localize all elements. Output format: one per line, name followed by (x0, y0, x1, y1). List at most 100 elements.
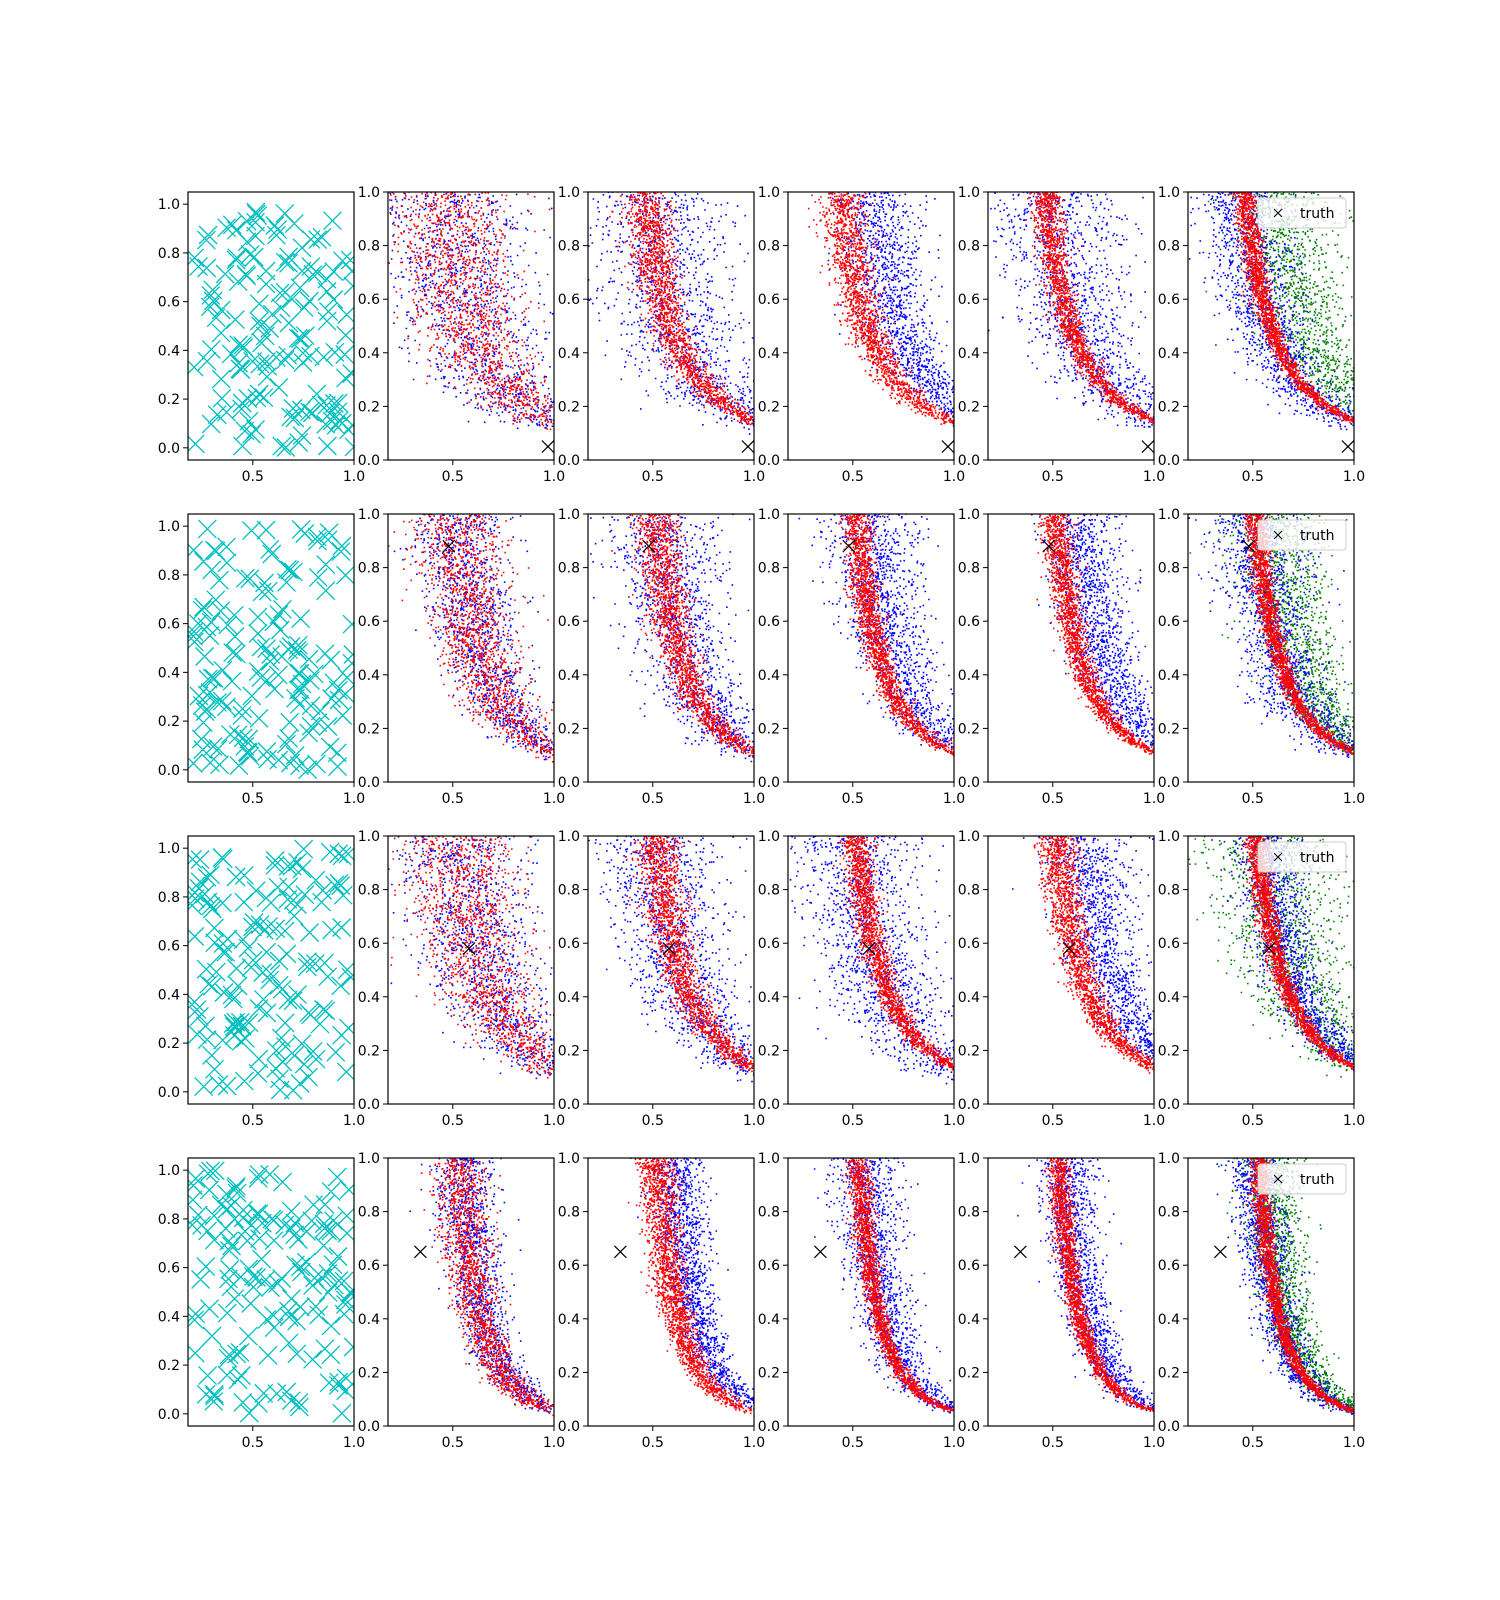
x-tick-label: 1.0 (1343, 469, 1365, 485)
x-tick-label: 0.5 (1042, 1435, 1064, 1451)
x-tick-label: 1.0 (343, 469, 365, 485)
x-tick-label: 0.5 (1242, 1113, 1264, 1129)
y-tick-label: 1.0 (558, 829, 580, 845)
y-tick-label: 0.4 (958, 990, 980, 1006)
y-tick-label: 0.4 (1158, 1312, 1180, 1328)
y-tick-label: 0.6 (1158, 614, 1180, 630)
y-tick-label: 1.0 (1158, 829, 1180, 845)
y-tick-label: 0.0 (358, 775, 380, 791)
y-tick-label: 0.2 (1158, 1365, 1180, 1381)
y-tick-label: 0.2 (158, 1358, 180, 1374)
y-tick-label: 0.8 (758, 883, 780, 899)
y-tick-label: 0.4 (1158, 668, 1180, 684)
y-tick-label: 0.4 (958, 1312, 980, 1328)
x-tick-label: 1.0 (943, 1113, 965, 1129)
x-tick-label: 1.0 (343, 1113, 365, 1129)
x-tick-label: 1.0 (1143, 469, 1165, 485)
y-tick-label: 0.2 (1158, 399, 1180, 415)
x-tick-label: 0.5 (642, 469, 664, 485)
y-tick-label: 0.0 (358, 453, 380, 469)
y-tick-label: 0.4 (758, 346, 780, 362)
x-tick-label: 0.5 (242, 791, 264, 807)
y-tick-label: 0.8 (1158, 883, 1180, 899)
y-tick-label: 0.0 (158, 763, 180, 779)
y-tick-label: 1.0 (558, 507, 580, 523)
y-tick-label: 1.0 (358, 185, 380, 201)
x-tick-label: 1.0 (1143, 1435, 1165, 1451)
y-tick-label: 0.2 (1158, 721, 1180, 737)
y-tick-label: 0.0 (558, 453, 580, 469)
y-tick-label: 0.0 (158, 1407, 180, 1423)
y-tick-label: 1.0 (158, 197, 180, 213)
y-tick-label: 0.4 (558, 346, 580, 362)
y-tick-label: 0.8 (758, 561, 780, 577)
y-tick-label: 0.2 (758, 399, 780, 415)
y-tick-label: 1.0 (958, 829, 980, 845)
x-tick-label: 0.5 (242, 1435, 264, 1451)
y-tick-label: 0.8 (158, 1212, 180, 1228)
legend: truth (1258, 198, 1346, 228)
y-tick-label: 0.0 (958, 1419, 980, 1435)
y-tick-label: 1.0 (558, 185, 580, 201)
y-tick-label: 1.0 (358, 507, 380, 523)
y-tick-label: 0.6 (158, 617, 180, 633)
x-tick-label: 0.5 (442, 1113, 464, 1129)
y-tick-label: 0.6 (1158, 936, 1180, 952)
y-tick-label: 0.4 (158, 987, 180, 1003)
y-tick-label: 0.8 (958, 883, 980, 899)
y-tick-label: 0.6 (158, 1261, 180, 1277)
y-tick-label: 0.4 (158, 665, 180, 681)
y-tick-label: 0.6 (958, 292, 980, 308)
x-tick-label: 0.5 (1042, 469, 1064, 485)
y-tick-label: 0.0 (958, 453, 980, 469)
y-tick-label: 1.0 (758, 1151, 780, 1167)
y-tick-label: 1.0 (1158, 1151, 1180, 1167)
y-tick-label: 0.0 (358, 1097, 380, 1113)
x-tick-label: 0.5 (842, 1435, 864, 1451)
legend-label: truth (1300, 206, 1334, 222)
x-tick-label: 0.5 (442, 469, 464, 485)
y-tick-label: 0.6 (558, 292, 580, 308)
y-tick-label: 0.2 (158, 1036, 180, 1052)
y-tick-label: 0.8 (1158, 239, 1180, 255)
y-tick-label: 0.2 (958, 399, 980, 415)
x-tick-label: 1.0 (943, 791, 965, 807)
x-tick-label: 0.5 (642, 1113, 664, 1129)
y-tick-label: 0.6 (758, 1258, 780, 1274)
x-tick-label: 1.0 (743, 1435, 765, 1451)
y-tick-label: 1.0 (558, 1151, 580, 1167)
y-tick-label: 1.0 (158, 1163, 180, 1179)
y-tick-label: 0.6 (958, 936, 980, 952)
x-tick-label: 0.5 (1242, 1435, 1264, 1451)
y-tick-label: 0.0 (1158, 453, 1180, 469)
y-tick-label: 0.6 (158, 295, 180, 311)
y-tick-label: 0.8 (758, 1205, 780, 1221)
y-tick-label: 0.8 (358, 561, 380, 577)
y-tick-label: 0.2 (958, 1365, 980, 1381)
y-tick-label: 0.4 (558, 1312, 580, 1328)
y-tick-label: 0.6 (158, 939, 180, 955)
y-tick-label: 0.4 (358, 668, 380, 684)
y-tick-label: 0.2 (358, 1365, 380, 1381)
y-tick-label: 0.4 (158, 1309, 180, 1325)
y-tick-label: 0.4 (958, 668, 980, 684)
y-tick-label: 0.6 (958, 614, 980, 630)
y-tick-label: 0.4 (1158, 990, 1180, 1006)
y-tick-label: 0.6 (358, 936, 380, 952)
x-tick-label: 0.5 (1042, 791, 1064, 807)
y-tick-label: 0.4 (558, 668, 580, 684)
y-tick-label: 0.6 (358, 1258, 380, 1274)
legend-label: truth (1300, 528, 1334, 544)
y-tick-label: 0.0 (358, 1419, 380, 1435)
x-tick-label: 0.5 (1042, 1113, 1064, 1129)
y-tick-label: 0.4 (158, 343, 180, 359)
y-tick-label: 0.4 (558, 990, 580, 1006)
y-tick-label: 0.6 (1158, 292, 1180, 308)
x-tick-label: 1.0 (543, 469, 565, 485)
y-tick-label: 0.8 (558, 239, 580, 255)
x-tick-label: 1.0 (743, 469, 765, 485)
y-tick-label: 0.0 (558, 775, 580, 791)
y-tick-label: 0.2 (958, 1043, 980, 1059)
y-tick-label: 0.0 (958, 775, 980, 791)
x-tick-label: 0.5 (842, 1113, 864, 1129)
